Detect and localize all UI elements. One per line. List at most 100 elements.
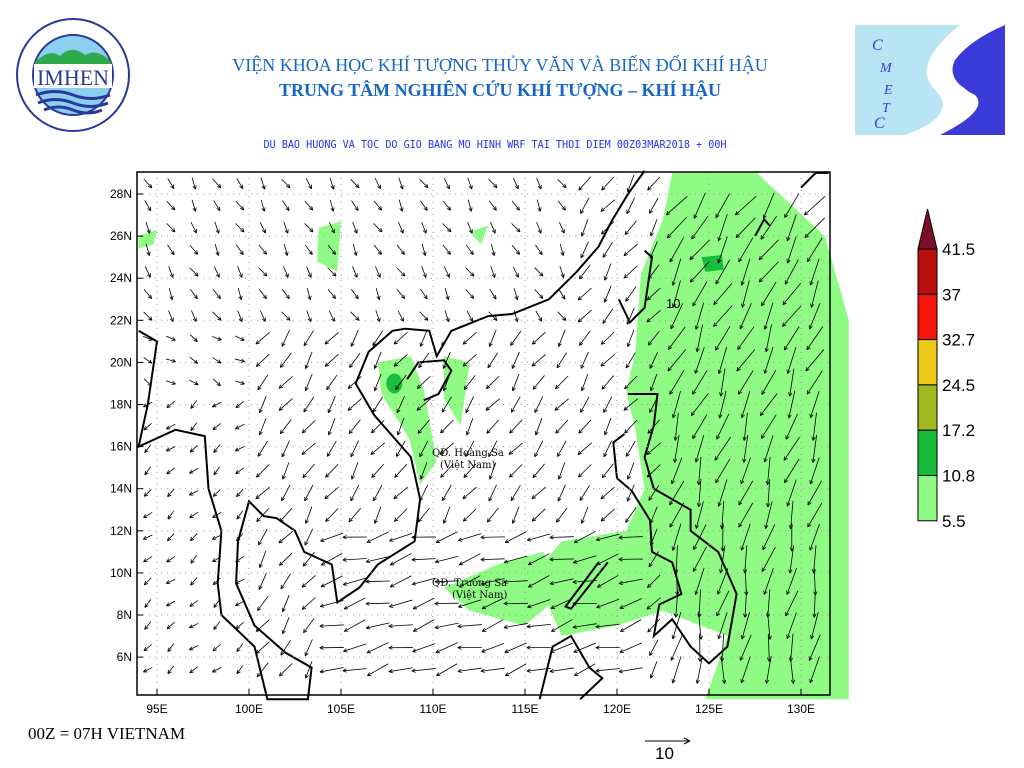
wind-arrow	[578, 464, 592, 478]
wind-arrow	[618, 535, 643, 540]
wind-arrow	[531, 508, 546, 522]
wind-arrow	[503, 579, 528, 584]
wind-arrow	[624, 419, 638, 434]
wind-arrow	[527, 553, 550, 566]
legend-level: 5.5	[942, 512, 966, 531]
wind-arrow	[807, 480, 823, 506]
wind-arrow	[715, 259, 731, 285]
wind-arrow	[304, 528, 314, 546]
wind-arrow	[534, 267, 544, 277]
wind-arrow	[689, 261, 710, 283]
wind-arrow	[488, 178, 498, 189]
wind-arrow	[717, 479, 728, 507]
wind-arrow	[167, 178, 175, 189]
wind-arrow	[602, 308, 614, 324]
wind-arrow	[255, 332, 270, 345]
wind-arrow	[713, 305, 733, 327]
wind-arrow	[673, 434, 680, 463]
lon-tick-label: 105E	[327, 702, 355, 716]
wind-arrow	[343, 597, 366, 610]
wind-arrow	[742, 434, 749, 463]
wind-arrow	[735, 217, 756, 239]
wind-arrow	[786, 236, 797, 264]
wind-arrow	[342, 557, 367, 562]
wind-arrow	[373, 223, 383, 233]
wind-arrow	[168, 288, 174, 301]
wind-arrow	[488, 484, 497, 502]
wind-arrow	[189, 267, 199, 277]
wind-arrow	[321, 552, 343, 566]
wind-arrow	[329, 199, 335, 212]
lat-tick-label: 28N	[110, 187, 132, 201]
wind-arrow	[398, 222, 404, 234]
wind-arrow	[646, 597, 661, 610]
wind-arrow	[143, 644, 152, 652]
wind-arrow	[601, 176, 615, 191]
wind-arrow	[667, 349, 687, 372]
wind-arrow	[388, 645, 413, 650]
wind-arrow	[577, 442, 592, 455]
wind-arrow	[670, 634, 683, 661]
wind-arrow	[625, 440, 636, 457]
wind-arrow	[212, 577, 221, 586]
legend-swatch	[917, 293, 938, 341]
wind-arrow	[692, 414, 708, 439]
wind-arrow	[618, 578, 643, 585]
wind-arrow	[143, 401, 153, 408]
wind-arrow	[806, 370, 823, 395]
wind-arrow	[512, 266, 519, 278]
wind-arrow	[191, 199, 197, 212]
wind-arrow	[258, 396, 267, 414]
wind-arrow	[536, 177, 542, 190]
wind-arrow	[259, 222, 266, 234]
wind-arrow	[327, 289, 336, 300]
wind-arrow	[532, 463, 545, 479]
wind-arrow	[235, 621, 244, 630]
wind-arrow	[649, 506, 658, 524]
wind-arrow	[457, 645, 482, 650]
wind-arrow	[556, 507, 568, 523]
wind-arrow	[480, 535, 505, 540]
wind-arrow	[304, 200, 314, 211]
wind-arrow	[737, 326, 755, 350]
wind-arrow	[167, 533, 175, 542]
wind-arrow	[416, 375, 431, 389]
wind-arrow	[669, 370, 685, 395]
wind-arrow	[319, 645, 344, 650]
wind-arrow	[527, 599, 551, 609]
wind-arrow	[166, 200, 176, 211]
wind-arrow	[189, 600, 199, 607]
wind-arrow	[365, 622, 390, 630]
wind-arrow	[373, 351, 382, 369]
wind-arrow	[738, 370, 754, 395]
wind-arrow	[419, 311, 429, 321]
center-title: TRUNG TÂM NGHIÊN CỨU KHÍ TƯỢNG – KHÍ HẬU	[278, 80, 722, 100]
wind-arrow	[166, 223, 176, 233]
wind-arrow	[577, 309, 592, 323]
wind-arrow	[145, 243, 151, 256]
wind-arrow	[280, 639, 292, 656]
wind-arrow	[419, 200, 428, 211]
wind-arrow	[786, 479, 797, 507]
wind-arrow	[466, 310, 474, 322]
wind-arrow	[457, 624, 482, 629]
wind-arrow	[603, 396, 613, 413]
wind-arrow	[764, 324, 772, 353]
wind-arrow	[689, 239, 710, 261]
wind-arrow	[258, 244, 268, 255]
wind-arrow	[419, 329, 428, 347]
lat-tick-label: 24N	[110, 271, 132, 285]
wind-arrow	[396, 418, 405, 436]
wind-arrow	[258, 529, 268, 546]
wind-arrow	[649, 661, 658, 679]
wind-arrow	[436, 663, 458, 677]
wind-arrow	[626, 174, 635, 193]
wind-arrow	[237, 288, 243, 301]
wind-vectors	[142, 174, 826, 684]
wind-arrow	[623, 243, 638, 257]
wind-arrow	[526, 623, 551, 629]
wind-arrow	[237, 310, 243, 322]
wind-arrow	[188, 490, 199, 496]
wind-arrow	[695, 501, 704, 529]
wind-arrow	[787, 390, 796, 419]
